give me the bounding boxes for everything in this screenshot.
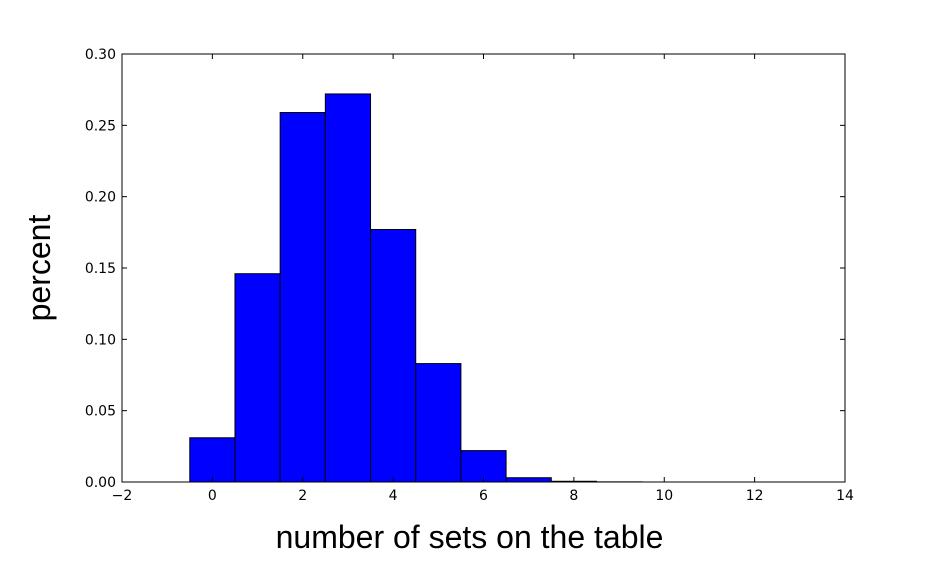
x-axis-ticks: −2 0 2 4 6 8 10 12 14 bbox=[112, 54, 854, 504]
y-axis-ticks: 0.00 0.05 0.10 0.15 0.20 0.25 0.30 bbox=[85, 47, 845, 491]
y-tick-label: 0.15 bbox=[85, 261, 116, 277]
x-tick-label: 12 bbox=[746, 488, 764, 504]
x-tick-label: 6 bbox=[479, 488, 488, 504]
x-tick-label: 10 bbox=[655, 488, 673, 504]
x-tick-label: 2 bbox=[298, 488, 307, 504]
histogram-bar bbox=[370, 228, 417, 483]
x-tick-label: 0 bbox=[208, 488, 217, 504]
y-tick-label: 0.10 bbox=[85, 332, 116, 348]
histogram-bar bbox=[324, 93, 372, 483]
x-tick-label: −2 bbox=[112, 488, 133, 504]
y-tick-label: 0.00 bbox=[85, 475, 116, 491]
x-axis-label: number of sets on the table bbox=[276, 519, 664, 555]
histogram-bar bbox=[460, 450, 507, 483]
histogram-bar bbox=[279, 111, 326, 483]
y-tick-label: 0.05 bbox=[85, 404, 116, 420]
x-tick-label: 4 bbox=[389, 488, 398, 504]
histogram-bar bbox=[234, 273, 281, 483]
y-tick-label: 0.25 bbox=[85, 118, 116, 134]
histogram-bar bbox=[505, 477, 552, 483]
bars-group bbox=[189, 93, 643, 483]
x-tick-label: 14 bbox=[836, 488, 854, 504]
histogram-bar bbox=[415, 363, 462, 483]
histogram-bar bbox=[189, 437, 236, 483]
x-tick-label: 8 bbox=[569, 488, 578, 504]
y-tick-label: 0.20 bbox=[85, 190, 116, 206]
y-tick-label: 0.30 bbox=[85, 47, 116, 63]
plot-frame bbox=[121, 53, 846, 483]
y-axis-label: percent bbox=[21, 215, 57, 322]
